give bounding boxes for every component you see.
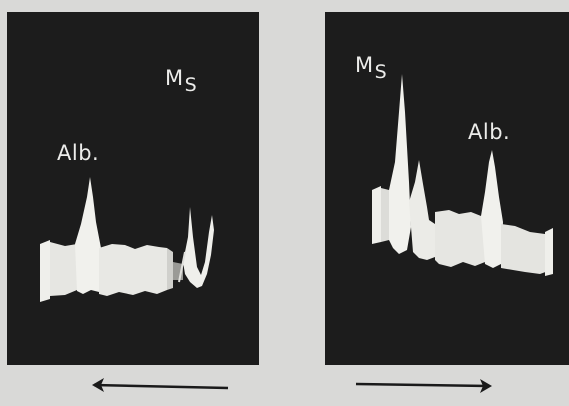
electrophoresis-trace-right [372, 74, 553, 276]
albumin-label: Alb. [468, 120, 511, 144]
ms-label: MS [355, 53, 388, 83]
arrow-left-icon [88, 372, 230, 402]
ms-label: MS [165, 66, 198, 96]
albumin-label: Alb. [57, 141, 100, 165]
oscillogram-panel-right: MS Alb. [325, 12, 569, 365]
arrow-right-icon [354, 372, 496, 402]
oscillogram-panel-left: Alb. MS [7, 12, 259, 365]
electrophoresis-trace-left [40, 177, 214, 302]
